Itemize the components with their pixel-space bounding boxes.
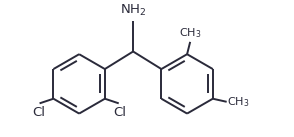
Text: NH$_2$: NH$_2$ [120,3,146,18]
Text: CH$_3$: CH$_3$ [228,95,250,109]
Text: Cl: Cl [32,106,45,119]
Text: Cl: Cl [113,106,126,119]
Text: CH$_3$: CH$_3$ [179,27,201,40]
